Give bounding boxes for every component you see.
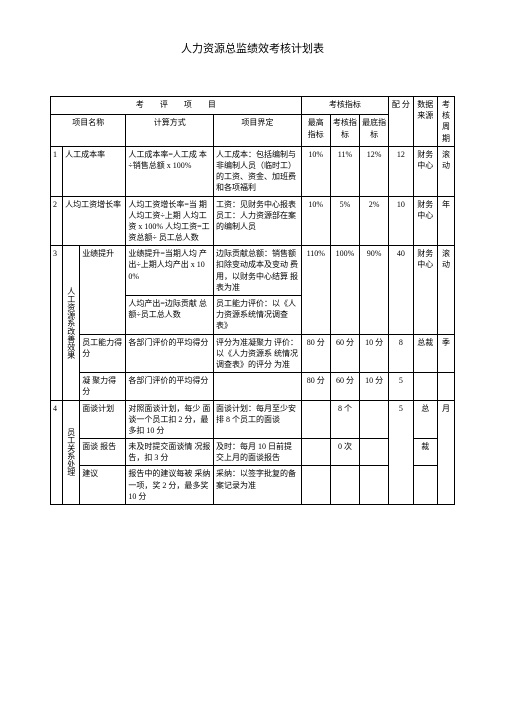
max-cell: 80 分 xyxy=(301,334,330,373)
table-row: 4 员工关系处理 面谈计划 对照面谈计划，每少 面谈一个员工扣 2 分，最多扣 … xyxy=(51,400,455,439)
name-cell: 建议 xyxy=(80,466,126,505)
assess-cell: 100% xyxy=(330,246,359,334)
source-cell: 财务中心 xyxy=(413,246,437,334)
name-cell: 人工成本率 xyxy=(63,146,126,196)
assess-cell: 60 分 xyxy=(330,373,359,400)
def-cell xyxy=(214,373,302,400)
calc-cell: 报告中的建议每被 采纳一项，奖 2 分，最多奖10 分 xyxy=(126,466,214,505)
def-cell: 员工能力评价：以《人 力资源系统情况调查 表》 xyxy=(214,296,302,335)
calc-cell: 对照面谈计划，每少 面谈一个员工扣 2 分，最多扣 10 分 xyxy=(126,400,214,439)
table-row: 3 人工资源系改善效果 业绩提升 业绩提升=当期人均 产出÷上期人均产出 x 1… xyxy=(51,246,455,296)
max-cell xyxy=(301,466,330,505)
min-cell: 2% xyxy=(360,196,389,246)
sub-min: 最底指标 xyxy=(360,115,389,146)
sub-assess: 考核指标 xyxy=(330,115,359,146)
period-cell: 年 xyxy=(437,196,454,246)
table-row: 1 人工成本率 人工成本率=人工成 本÷销售总额 x 100% 人工成本：包括编… xyxy=(51,146,455,196)
period-cell xyxy=(437,373,454,400)
col-period: 考核周期 xyxy=(437,97,454,147)
sub-calc: 计算方式 xyxy=(126,115,214,146)
def-cell: 采纳：以签字批复的备 案记录为准 xyxy=(214,466,302,505)
source-cell: 裁 xyxy=(413,439,437,466)
calc-cell: 人均产出=边际贡献 总额÷员工总人数 xyxy=(126,296,214,335)
peifen-cell: 8 xyxy=(389,334,413,373)
max-cell xyxy=(301,400,330,439)
min-cell xyxy=(360,400,389,439)
calc-cell: 人工成本率=人工成 本÷销售总额 x 100% xyxy=(126,146,214,196)
idx-cell: 2 xyxy=(51,196,63,246)
def-cell: 及时：每月 10 日前提交上月的面谈报告 xyxy=(214,439,302,466)
col-peifen: 配 分 xyxy=(389,97,413,147)
col-group-assess: 考 评 项 目 xyxy=(51,97,302,115)
assess-cell: 60 分 xyxy=(330,334,359,373)
name-cell: 凝 聚力得分 xyxy=(80,373,126,400)
source-cell xyxy=(413,373,437,400)
name-cell: 人均工资增长率 xyxy=(63,196,126,246)
def-cell: 面谈计划：每月至少安 排 8 个员工的面谈 xyxy=(214,400,302,439)
max-cell xyxy=(301,439,330,466)
idx-cell: 3 xyxy=(51,246,63,400)
min-cell: 10 分 xyxy=(360,373,389,400)
max-cell: 10% xyxy=(301,146,330,196)
def-cell: 评分为准凝聚力 评价：以《人力资源系 统情况调查表》的评分 为准 xyxy=(214,334,302,373)
name-cell: 面谈计划 xyxy=(80,400,126,439)
source-cell: 财务中心 xyxy=(413,196,437,246)
section-name-cell: 员工关系处理 xyxy=(63,400,80,505)
header-row-1: 考 评 项 目 考核指标 配 分 数据来源 考核周期 xyxy=(51,97,455,115)
source-cell: 总 xyxy=(413,400,437,439)
sub-def: 项目界定 xyxy=(214,115,302,146)
period-cell: 滚动 xyxy=(437,246,454,334)
def-cell: 人工成本：包括编制与 非编制人员（临时工）的工资、资金、加班费 和各项福利 xyxy=(214,146,302,196)
period-cell: 季 xyxy=(437,334,454,373)
assess-cell: 8 个 xyxy=(330,400,359,439)
assess-cell xyxy=(330,466,359,505)
min-cell xyxy=(360,466,389,505)
max-cell: 80 分 xyxy=(301,373,330,400)
assess-cell: 5% xyxy=(330,196,359,246)
min-cell xyxy=(360,439,389,466)
def-cell: 边际贡献总额：销售额 扣除变动成本及变动 费用，以财务中心结算 报表为准 xyxy=(214,246,302,296)
min-cell: 12% xyxy=(360,146,389,196)
page-title: 人力资源总监绩效考核计划表 xyxy=(50,40,455,56)
min-cell: 90% xyxy=(360,246,389,334)
col-source: 数据来源 xyxy=(413,97,437,147)
col-group-metrics: 考核指标 xyxy=(301,97,389,115)
source-cell: 总裁 xyxy=(413,334,437,373)
peifen-cell: 12 xyxy=(389,146,413,196)
peifen-cell: 40 xyxy=(389,246,413,334)
period-cell: 滚动 xyxy=(437,146,454,196)
calc-cell: 未及时提交面谈情 况报告，扣 3 分 xyxy=(126,439,214,466)
sub-max: 最高 指标 xyxy=(301,115,330,146)
source-cell xyxy=(413,466,437,505)
assess-cell: 11% xyxy=(330,146,359,196)
min-cell: 10 分 xyxy=(360,334,389,373)
period-cell: 月 xyxy=(437,400,454,505)
idx-cell: 1 xyxy=(51,146,63,196)
idx-cell: 4 xyxy=(51,400,63,505)
sub-name: 项目名称 xyxy=(51,115,126,146)
def-cell: 工资：见财务中心报表 员工：人力资源部在案 的编制人员 xyxy=(214,196,302,246)
peifen-cell: 5 xyxy=(389,400,413,505)
max-cell: 10% xyxy=(301,196,330,246)
calc-cell: 人均工资增长率=当 期 人均工资÷上期 人均工资 x 100% 人均工资=工资总… xyxy=(126,196,214,246)
peifen-cell: 5 xyxy=(389,373,413,400)
calc-cell: 各部门评价的平均得分 xyxy=(126,334,214,373)
peifen-cell: 10 xyxy=(389,196,413,246)
table-row: 凝 聚力得分 各部门评价的平均得分 80 分 60 分 10 分 5 xyxy=(51,373,455,400)
name-cell: 业绩提升 xyxy=(80,246,126,334)
calc-cell: 各部门评价的平均得分 xyxy=(126,373,214,400)
section-name-cell: 人工资源系改善效果 xyxy=(63,246,80,400)
table-row: 员工能力得分 各部门评价的平均得分 评分为准凝聚力 评价：以《人力资源系 统情况… xyxy=(51,334,455,373)
name-cell: 员工能力得分 xyxy=(80,334,126,373)
source-cell: 财务中心 xyxy=(413,146,437,196)
assessment-table: 考 评 项 目 考核指标 配 分 数据来源 考核周期 项目名称 计算方式 项目界… xyxy=(50,96,455,505)
assess-cell: 0 次 xyxy=(330,439,359,466)
name-cell: 面谈 报告 xyxy=(80,439,126,466)
table-row: 2 人均工资增长率 人均工资增长率=当 期 人均工资÷上期 人均工资 x 100… xyxy=(51,196,455,246)
calc-cell: 业绩提升=当期人均 产出÷上期人均产出 x 100% xyxy=(126,246,214,296)
max-cell: 110% xyxy=(301,246,330,334)
